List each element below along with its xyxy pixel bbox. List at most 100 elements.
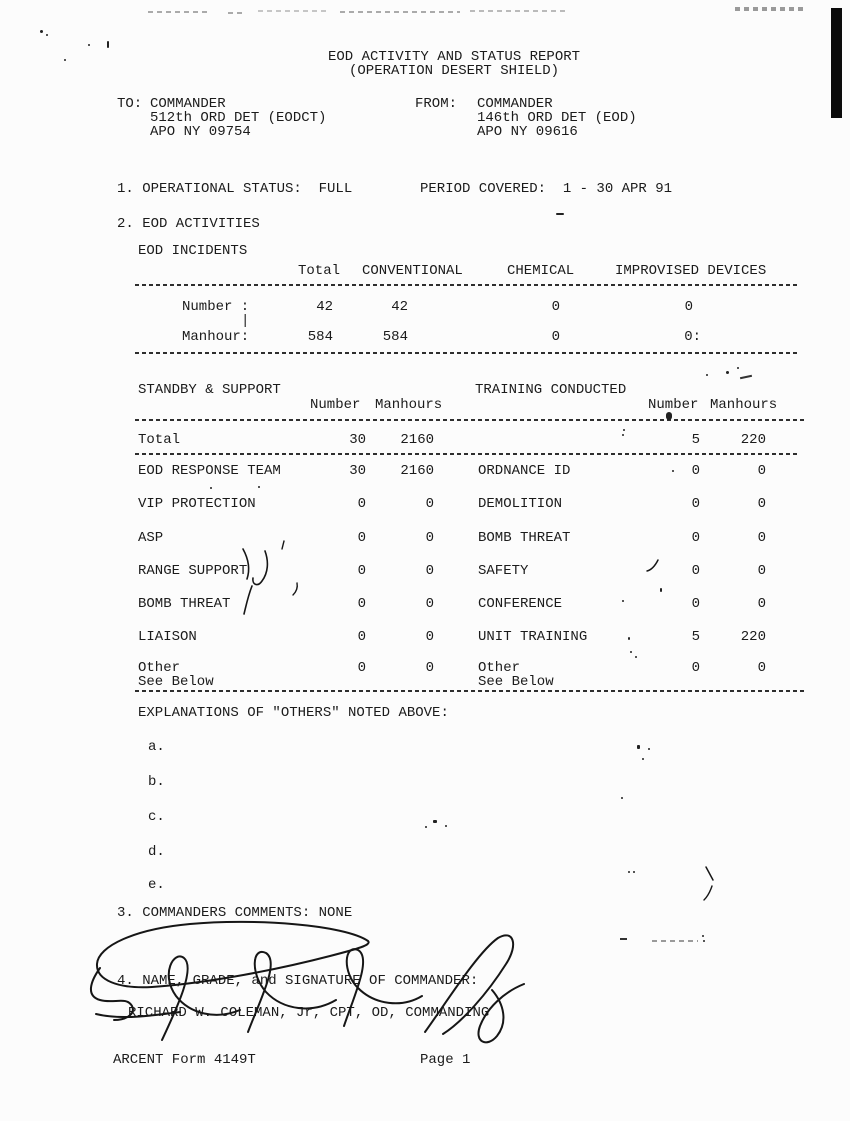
to-label: TO: xyxy=(117,96,143,112)
standby-number: 0 xyxy=(357,596,366,612)
standby-col-manhours: Manhours xyxy=(375,397,443,413)
standby-number: 0 xyxy=(357,530,366,546)
training-activity-label: SAFETY xyxy=(478,563,529,579)
standby-activity-sublabel: See Below xyxy=(138,674,214,690)
scan-speck xyxy=(702,935,704,937)
scan-speck xyxy=(425,826,427,828)
incidents-value: 0: xyxy=(684,329,701,345)
training-col-number: Number xyxy=(648,397,699,413)
scan-speck xyxy=(258,486,260,488)
dashed-rule xyxy=(135,453,800,455)
standby-activity-label: BOMB THREAT xyxy=(138,596,231,612)
table-row-other: Other See Below 0 0 Other See Below 0 0 xyxy=(0,661,850,691)
form-number: ARCENT Form 4149T xyxy=(113,1052,256,1068)
explanation-item-d: d. xyxy=(148,844,165,860)
training-activity-label: BOMB THREAT xyxy=(478,530,571,546)
scan-speck xyxy=(210,487,212,489)
table-row: BOMB THREAT 0 0 CONFERENCE 0 0 xyxy=(0,597,850,627)
standby-manhours: 0 xyxy=(425,496,434,512)
scan-streak xyxy=(735,7,803,11)
training-manhours: 0 xyxy=(757,660,766,676)
scan-speck xyxy=(445,825,447,827)
standby-number: 0 xyxy=(357,563,366,579)
standby-number: 0 xyxy=(357,660,366,676)
training-number: 0 xyxy=(691,596,700,612)
scan-speck xyxy=(737,367,739,369)
incidents-value: 0 xyxy=(551,299,560,315)
scan-speck xyxy=(88,44,90,46)
total-standby-manhours: 2160 xyxy=(400,432,434,448)
report-subtitle: (OPERATION DESERT SHIELD) xyxy=(349,63,560,79)
incidents-value: 0 xyxy=(684,299,693,315)
page-number: Page 1 xyxy=(420,1052,471,1068)
section2-heading: 2. EOD ACTIVITIES xyxy=(117,216,260,232)
scan-speck xyxy=(666,412,672,420)
table-row-total: Total 30 2160 5 220 xyxy=(0,433,850,463)
standby-manhours: 0 xyxy=(425,629,434,645)
to-line: 512th ORD DET (EODCT) xyxy=(150,110,327,126)
scan-speck xyxy=(622,600,624,602)
standby-activity-label: RANGE SUPPORT xyxy=(138,563,248,579)
training-col-manhours: Manhours xyxy=(710,397,778,413)
pen-mark xyxy=(705,866,714,881)
standby-activity-label: Other xyxy=(138,660,181,676)
incidents-col-total: Total xyxy=(298,263,341,279)
scan-streak xyxy=(340,11,460,13)
incidents-divider-mark: | xyxy=(241,313,250,329)
table-row: LIAISON 0 0 UNIT TRAINING 5 220 xyxy=(0,630,850,660)
scan-speck xyxy=(739,374,753,380)
commanders-comments-line: 3. COMMANDERS COMMENTS: NONE xyxy=(117,905,353,921)
scan-speck xyxy=(633,871,635,873)
training-manhours: 0 xyxy=(757,563,766,579)
training-manhours: 0 xyxy=(757,463,766,479)
standby-col-number: Number xyxy=(310,397,361,413)
incidents-value: 584 xyxy=(382,329,408,345)
training-number: 5 xyxy=(691,629,700,645)
training-activity-label: CONFERENCE xyxy=(478,596,563,612)
table-row: VIP PROTECTION 0 0 DEMOLITION 0 0 xyxy=(0,497,850,527)
report-title: EOD ACTIVITY AND STATUS REPORT xyxy=(328,49,581,65)
commander-name-line: RICHARD W. COLEMAN, Jr, CPT, OD, COMMAND… xyxy=(128,1005,490,1021)
standby-number: 0 xyxy=(357,629,366,645)
explanation-item-a: a. xyxy=(148,739,165,755)
total-training-number: 5 xyxy=(691,432,700,448)
standby-manhours: 0 xyxy=(425,530,434,546)
incidents-value: 584 xyxy=(307,329,333,345)
table-row: ASP 0 0 BOMB THREAT 0 0 xyxy=(0,531,850,561)
standby-activity-label: LIAISON xyxy=(138,629,197,645)
incidents-col-conventional: CONVENTIONAL xyxy=(362,263,463,279)
training-heading: TRAINING CONDUCTED xyxy=(475,382,627,398)
scan-speck xyxy=(433,820,437,823)
training-activity-label: DEMOLITION xyxy=(478,496,563,512)
to-line: APO NY 09754 xyxy=(150,124,251,140)
scan-speck xyxy=(40,30,43,33)
training-manhours: 0 xyxy=(757,596,766,612)
incidents-heading: EOD INCIDENTS xyxy=(138,243,248,259)
explanations-heading: EXPLANATIONS OF "OTHERS" NOTED ABOVE: xyxy=(138,705,449,721)
training-manhours: 0 xyxy=(757,496,766,512)
scan-speck xyxy=(107,41,109,48)
training-number: 0 xyxy=(691,660,700,676)
operational-status-line: 1. OPERATIONAL STATUS: FULL xyxy=(117,181,353,197)
scan-black-bar xyxy=(831,8,842,118)
table-row: RANGE SUPPORT 0 0 SAFETY 0 0 xyxy=(0,564,850,594)
signature-letter xyxy=(161,955,241,1041)
training-activity-label: Other xyxy=(478,660,521,676)
dashed-rule xyxy=(135,352,800,354)
from-label: FROM: xyxy=(415,96,458,112)
to-line: COMMANDER xyxy=(150,96,226,112)
standby-number: 30 xyxy=(349,463,366,479)
standby-manhours: 0 xyxy=(425,563,434,579)
scan-streak xyxy=(228,12,246,14)
period-covered-line: PERIOD COVERED: 1 - 30 APR 91 xyxy=(420,181,673,197)
scan-speck xyxy=(642,758,644,760)
table-row-incidents-manhour: Manhour: 584 584 0 0: xyxy=(0,330,850,360)
training-number: 0 xyxy=(691,530,700,546)
explanation-item-c: c. xyxy=(148,809,165,825)
scan-speck xyxy=(64,59,66,61)
training-activity-sublabel: See Below xyxy=(478,674,554,690)
scan-speck xyxy=(635,656,637,658)
dashed-rule xyxy=(135,690,805,692)
standby-activity-label: VIP PROTECTION xyxy=(138,496,256,512)
incidents-value: 42 xyxy=(391,299,408,315)
